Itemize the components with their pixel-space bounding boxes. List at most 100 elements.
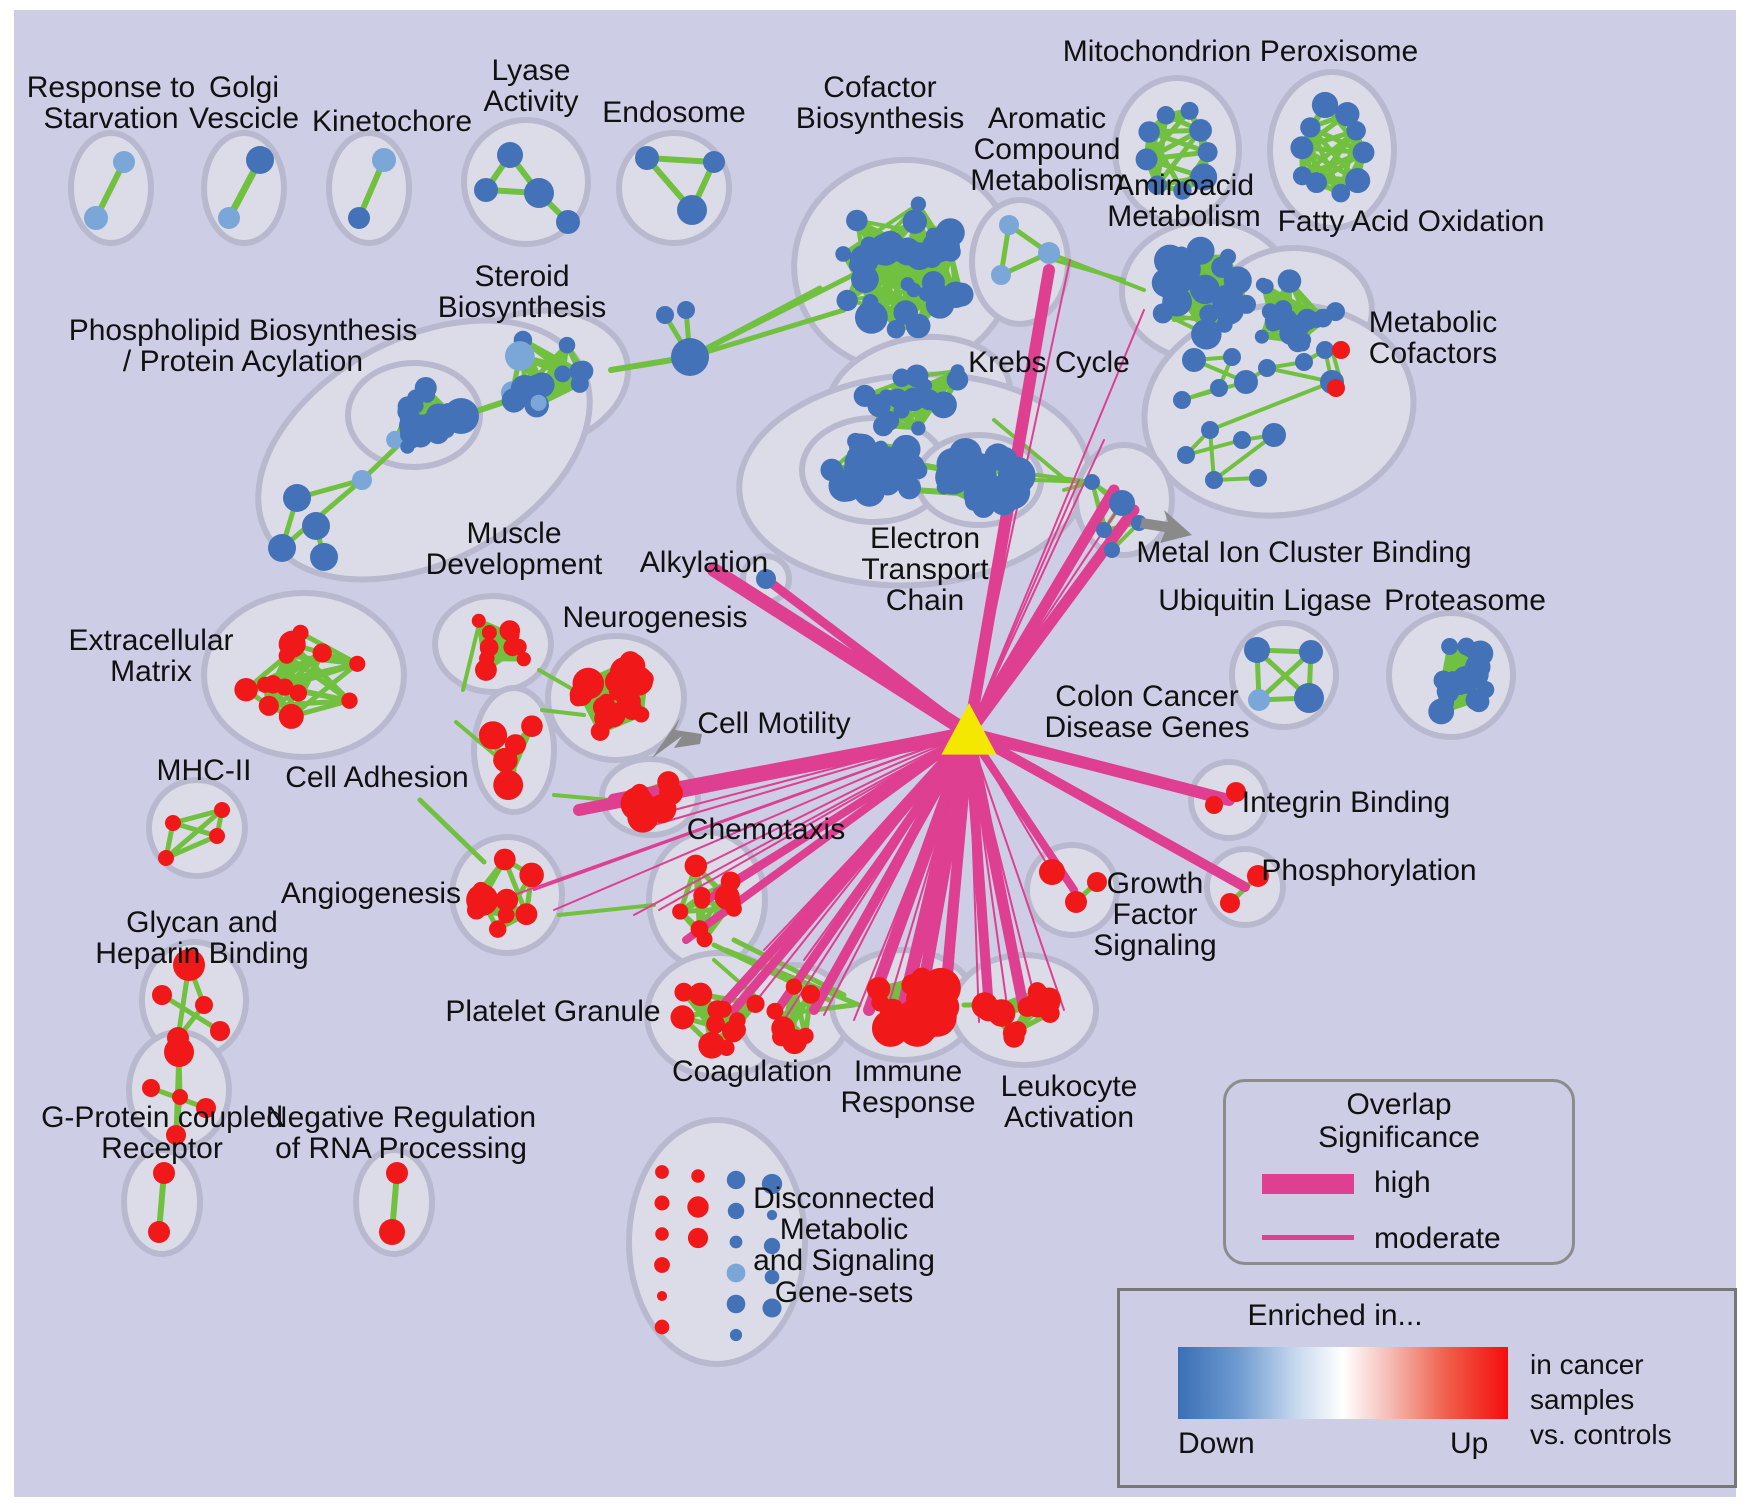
gene-set-node[interactable] bbox=[1156, 106, 1176, 125]
gene-set-node[interactable] bbox=[352, 470, 372, 490]
gene-set-node[interactable] bbox=[519, 862, 544, 888]
gene-set-node[interactable] bbox=[1294, 683, 1324, 713]
gene-set-node[interactable] bbox=[670, 1005, 695, 1030]
gene-set-node[interactable] bbox=[688, 982, 713, 1007]
gene-set-node[interactable] bbox=[1173, 391, 1191, 409]
gene-set-node[interactable] bbox=[1226, 782, 1246, 802]
gene-set-node[interactable] bbox=[289, 684, 308, 702]
gene-set-node[interactable] bbox=[615, 686, 632, 703]
gene-set-node[interactable] bbox=[257, 676, 274, 693]
gene-set-node[interactable] bbox=[148, 1221, 170, 1243]
gene-set-node[interactable] bbox=[214, 802, 230, 818]
gene-set-node[interactable] bbox=[866, 977, 891, 1001]
gene-set-node[interactable] bbox=[348, 207, 370, 229]
gene-set-node[interactable] bbox=[1096, 522, 1112, 538]
gene-set-node[interactable] bbox=[598, 693, 615, 710]
gene-set-node[interactable] bbox=[691, 1169, 705, 1183]
gene-set-node[interactable] bbox=[1008, 1021, 1027, 1040]
gene-set-node[interactable] bbox=[84, 206, 108, 230]
gene-set-node[interactable] bbox=[726, 1294, 746, 1314]
gene-set-node[interactable] bbox=[672, 903, 689, 920]
gene-set-node[interactable] bbox=[655, 1227, 669, 1241]
gene-set-node[interactable] bbox=[763, 1237, 781, 1255]
gene-set-node[interactable] bbox=[1264, 310, 1286, 331]
gene-set-node[interactable] bbox=[1281, 309, 1297, 325]
gene-set-node[interactable] bbox=[530, 394, 547, 411]
gene-set-node[interactable] bbox=[706, 1014, 725, 1034]
gene-set-node[interactable] bbox=[1332, 341, 1350, 359]
gene-set-node[interactable] bbox=[268, 534, 296, 562]
gene-set-node[interactable] bbox=[657, 771, 680, 794]
gene-set-node[interactable] bbox=[887, 388, 908, 409]
gene-set-node[interactable] bbox=[1190, 163, 1218, 191]
gene-set-node[interactable] bbox=[386, 1162, 408, 1184]
gene-set-node[interactable] bbox=[906, 282, 922, 298]
gene-set-node[interactable] bbox=[481, 625, 497, 641]
hub-triangle[interactable] bbox=[941, 703, 997, 755]
gene-set-node[interactable] bbox=[687, 1227, 709, 1249]
gene-set-node[interactable] bbox=[400, 439, 415, 454]
gene-set-node[interactable] bbox=[756, 569, 776, 589]
gene-set-node[interactable] bbox=[554, 365, 572, 383]
gene-set-node[interactable] bbox=[999, 215, 1019, 235]
gene-set-node[interactable] bbox=[726, 1263, 746, 1283]
gene-set-node[interactable] bbox=[854, 300, 888, 334]
gene-set-node[interactable] bbox=[674, 982, 694, 1002]
gene-set-node[interactable] bbox=[991, 265, 1011, 285]
gene-set-node[interactable] bbox=[569, 690, 587, 707]
gene-set-node[interactable] bbox=[1248, 689, 1270, 711]
gene-set-node[interactable] bbox=[892, 368, 912, 388]
gene-set-node[interactable] bbox=[862, 293, 879, 311]
gene-set-node[interactable] bbox=[497, 906, 515, 924]
gene-set-node[interactable] bbox=[443, 398, 479, 434]
gene-set-node[interactable] bbox=[890, 1016, 910, 1037]
gene-set-node[interactable] bbox=[1189, 119, 1212, 142]
gene-set-node[interactable] bbox=[1220, 893, 1240, 913]
gene-set-node[interactable] bbox=[714, 1000, 732, 1018]
gene-set-node[interactable] bbox=[1335, 102, 1360, 127]
gene-set-node[interactable] bbox=[901, 454, 925, 478]
gene-set-node[interactable] bbox=[524, 178, 554, 208]
gene-set-node[interactable] bbox=[1313, 308, 1333, 328]
gene-set-node[interactable] bbox=[258, 695, 279, 716]
gene-set-node[interactable] bbox=[1205, 796, 1223, 814]
gene-set-node[interactable] bbox=[196, 1098, 216, 1118]
gene-set-node[interactable] bbox=[142, 1079, 160, 1097]
gene-set-node[interactable] bbox=[246, 146, 274, 174]
gene-set-node[interactable] bbox=[1476, 680, 1495, 699]
gene-set-node[interactable] bbox=[1109, 490, 1135, 516]
gene-set-node[interactable] bbox=[974, 496, 994, 516]
gene-set-node[interactable] bbox=[165, 815, 181, 831]
gene-set-node[interactable] bbox=[310, 543, 338, 571]
gene-set-node[interactable] bbox=[859, 476, 885, 502]
gene-set-node[interactable] bbox=[1223, 348, 1241, 366]
gene-set-node[interactable] bbox=[918, 378, 933, 393]
gene-set-node[interactable] bbox=[785, 978, 803, 995]
gene-set-node[interactable] bbox=[158, 850, 174, 866]
gene-set-node[interactable] bbox=[1211, 284, 1244, 317]
gene-set-node[interactable] bbox=[876, 230, 905, 259]
gene-set-node[interactable] bbox=[372, 148, 396, 172]
gene-set-node[interactable] bbox=[703, 151, 725, 173]
gene-set-node[interactable] bbox=[1428, 698, 1455, 725]
gene-set-node[interactable] bbox=[478, 721, 508, 750]
gene-set-node[interactable] bbox=[556, 210, 580, 234]
gene-set-node[interactable] bbox=[493, 747, 518, 773]
gene-set-node[interactable] bbox=[677, 195, 707, 225]
gene-set-node[interactable] bbox=[1210, 379, 1228, 397]
gene-set-node[interactable] bbox=[515, 903, 538, 926]
gene-set-node[interactable] bbox=[905, 313, 931, 339]
gene-set-node[interactable] bbox=[729, 1328, 743, 1342]
gene-set-node[interactable] bbox=[1457, 637, 1476, 656]
gene-set-node[interactable] bbox=[164, 1037, 194, 1067]
gene-set-node[interactable] bbox=[1244, 637, 1270, 663]
gene-set-node[interactable] bbox=[620, 787, 655, 821]
gene-set-node[interactable] bbox=[1247, 865, 1269, 887]
gene-set-node[interactable] bbox=[278, 703, 304, 729]
gene-set-node[interactable] bbox=[1180, 101, 1199, 120]
gene-set-node[interactable] bbox=[1433, 670, 1454, 691]
gene-set-node[interactable] bbox=[569, 361, 590, 382]
gene-set-node[interactable] bbox=[1201, 421, 1219, 439]
gene-set-node[interactable] bbox=[654, 806, 671, 823]
gene-set-node[interactable] bbox=[764, 1269, 780, 1285]
